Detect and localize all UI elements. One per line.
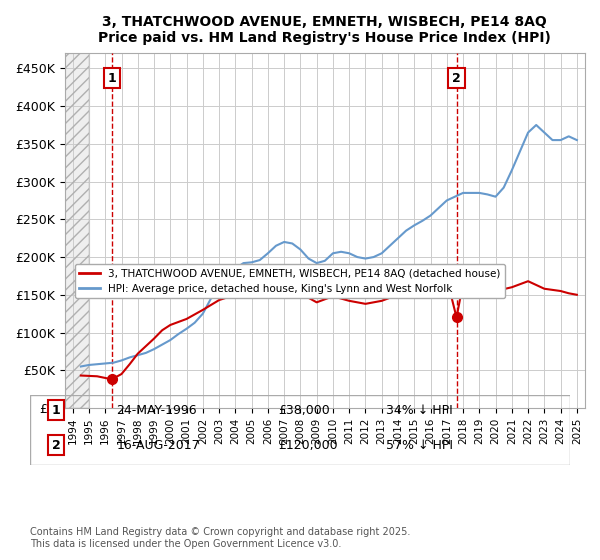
Text: 24-MAY-1996: 24-MAY-1996 <box>116 404 197 417</box>
Legend: 3, THATCHWOOD AVENUE, EMNETH, WISBECH, PE14 8AQ (detached house), HPI: Average p: 3, THATCHWOOD AVENUE, EMNETH, WISBECH, P… <box>75 264 505 298</box>
Text: 34% ↓ HPI: 34% ↓ HPI <box>386 404 453 417</box>
Text: 1: 1 <box>52 404 61 417</box>
Bar <box>65 53 89 408</box>
Bar <box>65 53 89 408</box>
Title: 3, THATCHWOOD AVENUE, EMNETH, WISBECH, PE14 8AQ
Price paid vs. HM Land Registry': 3, THATCHWOOD AVENUE, EMNETH, WISBECH, P… <box>98 15 551 45</box>
Text: £120,000: £120,000 <box>278 438 338 452</box>
Text: 16-AUG-2017: 16-AUG-2017 <box>116 438 200 452</box>
Text: 2: 2 <box>452 72 461 85</box>
Text: 1: 1 <box>107 72 116 85</box>
Text: Contains HM Land Registry data © Crown copyright and database right 2025.
This d: Contains HM Land Registry data © Crown c… <box>30 527 410 549</box>
Text: £38,000: £38,000 <box>278 404 330 417</box>
Text: 2: 2 <box>52 438 61 452</box>
Text: 57% ↓ HPI: 57% ↓ HPI <box>386 438 454 452</box>
